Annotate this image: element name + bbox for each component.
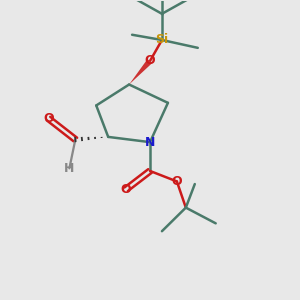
Text: H: H xyxy=(64,162,75,175)
Text: N: N xyxy=(145,136,155,148)
Text: Si: Si xyxy=(155,34,169,46)
Text: O: O xyxy=(121,183,131,196)
Text: O: O xyxy=(145,54,155,68)
Text: O: O xyxy=(43,112,54,125)
Polygon shape xyxy=(129,59,153,85)
Text: O: O xyxy=(172,175,182,188)
